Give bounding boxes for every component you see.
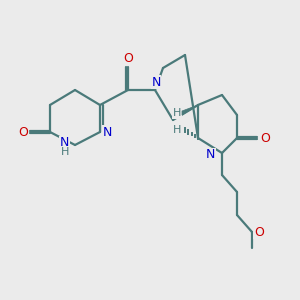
Text: O: O — [254, 226, 264, 238]
Text: O: O — [18, 125, 28, 139]
Text: H: H — [173, 108, 181, 118]
Text: N: N — [151, 76, 161, 88]
Text: N: N — [102, 125, 112, 139]
Polygon shape — [182, 105, 198, 115]
Text: O: O — [123, 52, 133, 64]
Text: H: H — [61, 147, 69, 157]
Text: H: H — [173, 125, 181, 135]
Text: N: N — [60, 136, 69, 149]
Text: O: O — [260, 131, 270, 145]
Text: N: N — [206, 148, 215, 161]
